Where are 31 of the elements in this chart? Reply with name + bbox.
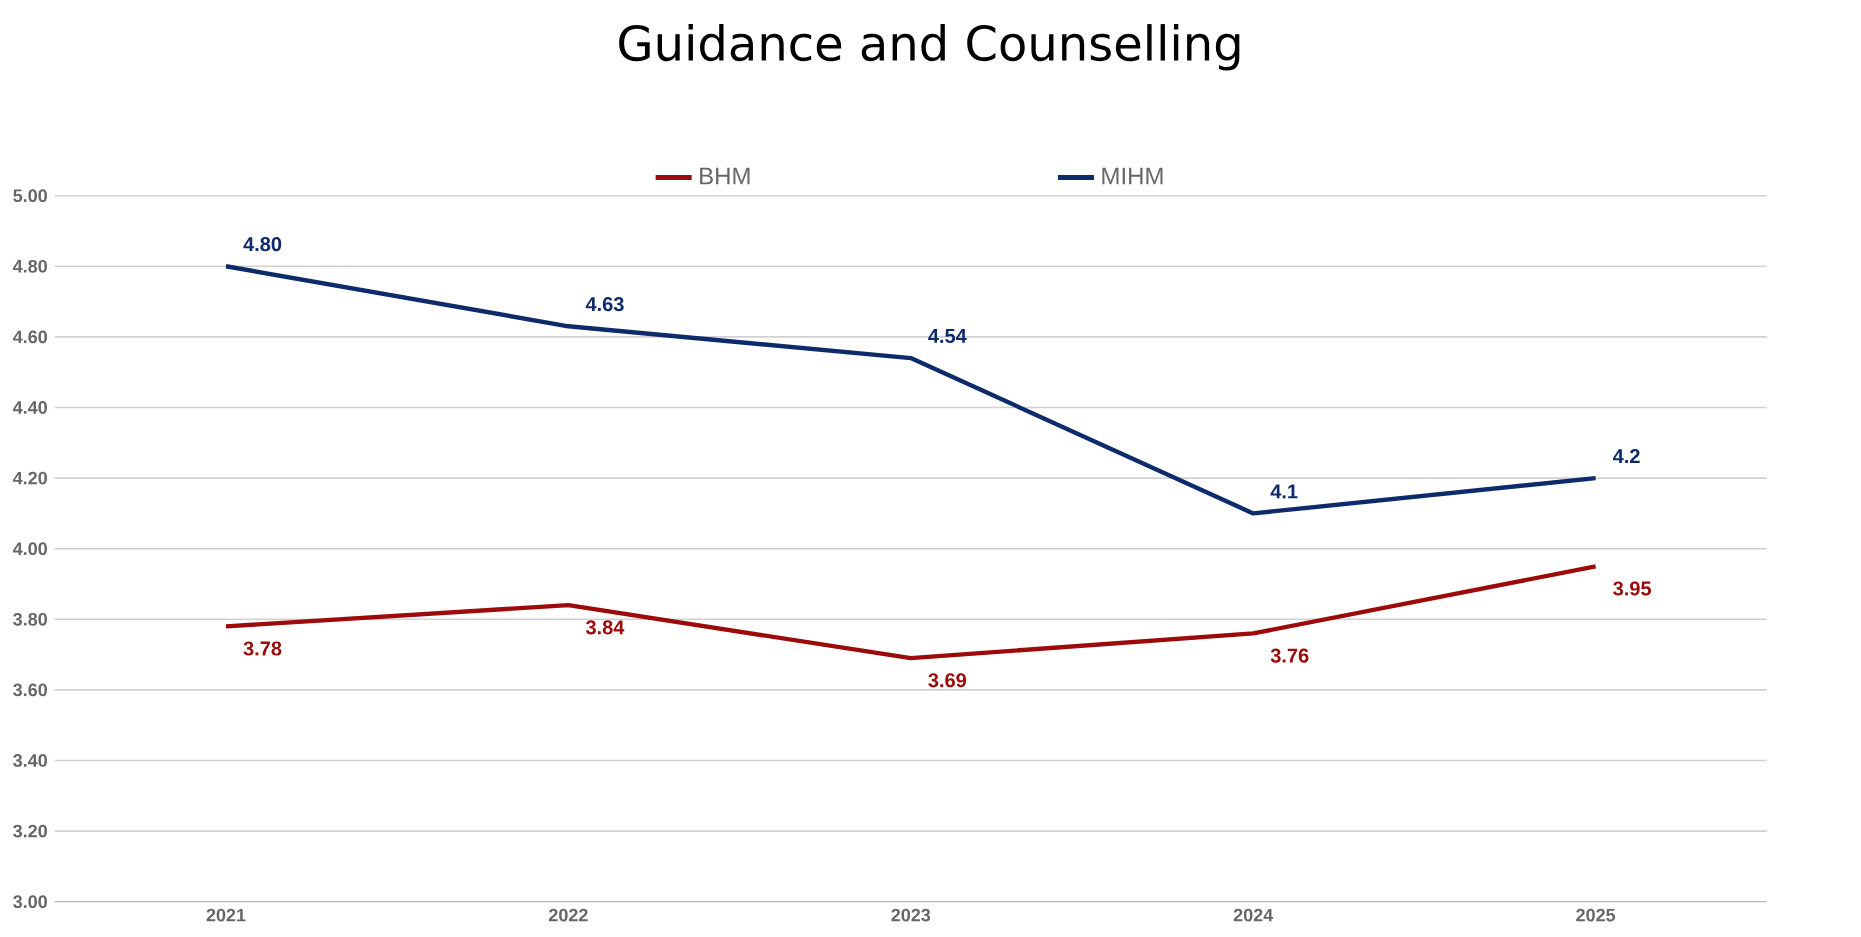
y-tick-label: 3.60 [13, 683, 47, 697]
x-tick-label: 2024 [1233, 908, 1274, 922]
data-label: 3.78 [243, 641, 282, 656]
data-label: 3.95 [1613, 581, 1652, 596]
y-tick-label: 4.00 [12, 542, 47, 556]
y-tick-label: 3.00 [13, 895, 47, 909]
y-tick-label: 3.40 [13, 754, 47, 767]
data-label: 4.2 [1612, 449, 1640, 464]
x-tick-label: 2021 [206, 908, 246, 922]
x-tick-label: 2023 [891, 908, 931, 922]
data-label: 4.80 [243, 237, 282, 252]
y-tick-label: 5.00 [13, 189, 47, 203]
y-tick-label: 4.40 [12, 401, 47, 414]
y-tick-label: 4.60 [12, 330, 47, 344]
line-series [223, 564, 1598, 661]
legend-label: MIHM [1102, 167, 1163, 185]
chart-title: Guidance and Counselling [619, 24, 1240, 71]
data-label: 3.76 [1270, 648, 1309, 663]
data-label: 3.84 [585, 620, 625, 635]
line-series [223, 264, 1598, 516]
x-tick-label: 2025 [1576, 908, 1616, 922]
y-tick-label: 3.20 [13, 824, 47, 838]
data-label: 4.54 [928, 329, 967, 343]
y-tick-label: 4.20 [12, 471, 47, 485]
data-label: 3.69 [928, 673, 967, 688]
legend-label: BHM [700, 167, 750, 185]
data-label: 4.1 [1270, 484, 1298, 499]
y-tick-label: 4.80 [12, 259, 47, 273]
y-tick-label: 3.80 [13, 612, 47, 626]
x-tick-label: 2022 [549, 908, 588, 922]
data-label: 4.63 [585, 297, 624, 312]
